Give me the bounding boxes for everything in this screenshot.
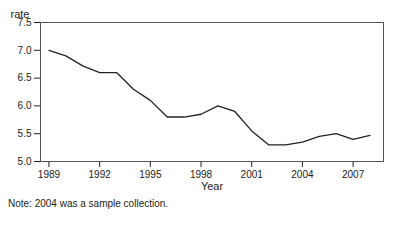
svg-text:1992: 1992 xyxy=(89,169,112,180)
svg-text:5.5: 5.5 xyxy=(18,128,32,139)
svg-text:2001: 2001 xyxy=(241,169,264,180)
svg-text:1989: 1989 xyxy=(38,169,61,180)
svg-text:rate: rate xyxy=(11,8,30,20)
svg-text:Year: Year xyxy=(201,180,224,192)
html-text:Note: 2004 was a sample collec: Note: 2004 was a sample collection. xyxy=(8,198,169,209)
svg-text:7.0: 7.0 xyxy=(18,45,32,56)
svg-text:6.0: 6.0 xyxy=(18,100,32,111)
svg-text:2004: 2004 xyxy=(291,169,314,180)
svg-text:1995: 1995 xyxy=(139,169,162,180)
svg-text:2007: 2007 xyxy=(342,169,365,180)
svg-text:6.5: 6.5 xyxy=(18,72,32,83)
svg-text:1998: 1998 xyxy=(190,169,213,180)
svg-text:7.5: 7.5 xyxy=(17,16,32,28)
svg-text:5.0: 5.0 xyxy=(18,156,32,167)
